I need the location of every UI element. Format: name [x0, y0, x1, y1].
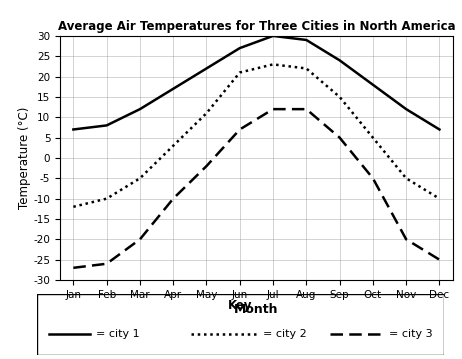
Text: Key: Key — [228, 299, 253, 312]
X-axis label: Month: Month — [234, 303, 279, 316]
Y-axis label: Temperature (°C): Temperature (°C) — [18, 107, 30, 209]
Text: = city 2: = city 2 — [262, 329, 306, 339]
Text: = city 3: = city 3 — [389, 329, 432, 339]
Title: Average Air Temperatures for Three Cities in North America: Average Air Temperatures for Three Citie… — [58, 20, 455, 33]
Text: = city 1: = city 1 — [96, 329, 140, 339]
